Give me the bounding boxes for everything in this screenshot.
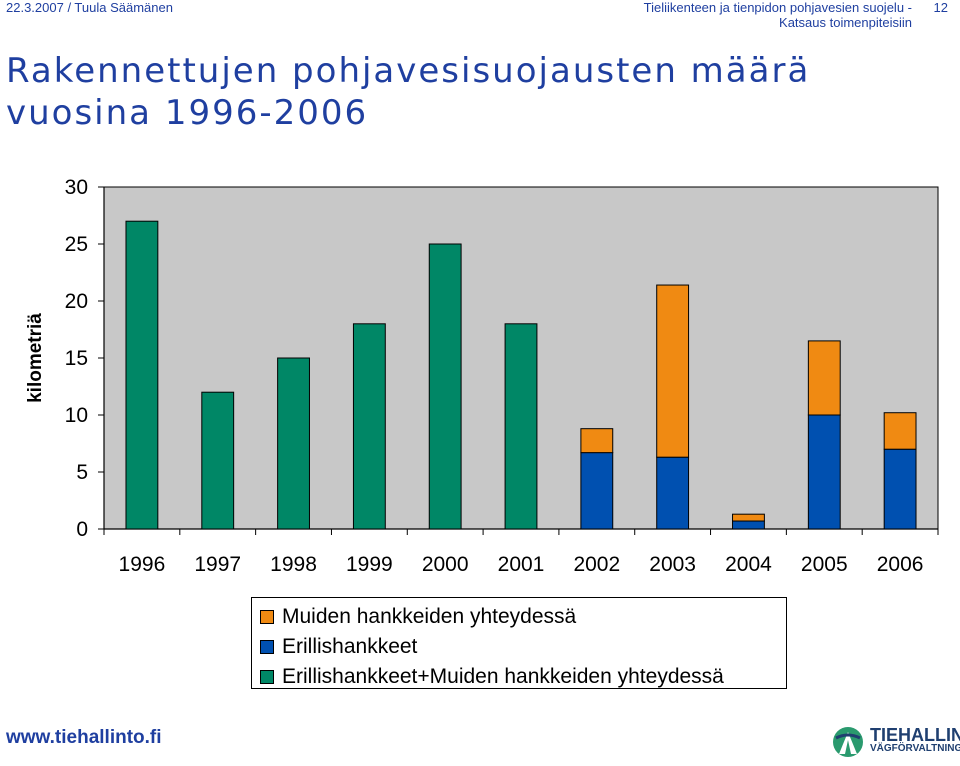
x-axis: 1996 1997 1998 1999 2000 2001 2002 2003 2004 2005… — [103, 528, 939, 576]
bar-2003-f08a12 — [656, 284, 690, 458]
slide-title: Rakennettujen pohjavesisuojausten määrä … — [6, 50, 810, 134]
bar-2006-f08a12 — [883, 412, 917, 450]
x-tick-label: 1998 — [270, 553, 317, 576]
y-tick-label: 15 — [65, 347, 88, 370]
x-tick-label: 1999 — [346, 553, 393, 576]
header-title-line-1: Tieliikenteen ja tienpidon pohjavesien s… — [643, 0, 912, 15]
legend-item-erillis: Erillishankkeet — [260, 632, 786, 662]
legend-label-muiden: Muiden hankkeiden yhteydessä — [282, 605, 577, 628]
bar-1997-008766 — [201, 391, 235, 530]
bars — [125, 220, 917, 530]
y-tick-label: 20 — [65, 290, 88, 313]
x-tick-label: 2005 — [801, 553, 848, 576]
y-tick-label: 5 — [76, 461, 88, 484]
x-tick-label: 1996 — [119, 553, 166, 576]
bar-1996-008766 — [125, 220, 159, 530]
y-tick-label: 25 — [65, 233, 88, 256]
slide-title-line-1: Rakennettujen pohjavesisuojausten määrä — [6, 51, 811, 91]
x-tick-label: 2000 — [422, 553, 469, 576]
tiehallinto-logo: TIEHALLINTO VÄGFÖRVALTNINGEN — [832, 726, 960, 758]
x-tick-label: 2002 — [573, 553, 620, 576]
header-date-author: 22.3.2007 / Tuula Säämänen — [6, 0, 173, 15]
legend-swatch-orange — [260, 610, 274, 624]
y-tick-label: 0 — [76, 518, 88, 541]
bar-2000-008766 — [428, 243, 462, 530]
bar-2004-f08a12 — [732, 513, 765, 522]
logo-wordmark: TIEHALLINTO — [870, 725, 960, 745]
bar-2004-0050b0 — [732, 520, 765, 530]
legend-swatch-green — [260, 670, 274, 684]
bar-2003-0050b0 — [656, 456, 690, 530]
bar-1998-008766 — [277, 357, 310, 530]
x-tick-label: 2004 — [725, 553, 772, 576]
legend-label-combined: Erillishankkeet+Muiden hankkeiden yhteyd… — [282, 665, 724, 688]
legend-item-muiden: Muiden hankkeiden yhteydessä — [260, 602, 786, 632]
bar-2006-0050b0 — [883, 448, 917, 530]
y-axis-title: kilometriä — [25, 313, 46, 403]
bar-2002-0050b0 — [580, 452, 614, 530]
x-tick-label: 2006 — [877, 553, 924, 576]
bar-1999-008766 — [352, 323, 386, 530]
page-number: 12 — [933, 0, 948, 15]
legend: Muiden hankkeiden yhteydessä Erillishank… — [251, 597, 787, 689]
legend-swatch-blue — [260, 640, 274, 654]
legend-item-combined: Erillishankkeet+Muiden hankkeiden yhteyd… — [260, 662, 786, 692]
header-presentation-title: Tieliikenteen ja tienpidon pohjavesien s… — [644, 0, 912, 30]
x-tick-label: 1997 — [194, 553, 241, 576]
y-tick-label: 30 — [65, 176, 88, 199]
logo-subtitle: VÄGFÖRVALTNINGEN — [870, 743, 960, 754]
footer-url-link[interactable]: www.tiehallinto.fi — [6, 727, 162, 748]
x-tick-label: 2001 — [498, 553, 545, 576]
slide-title-line-2: vuosina 1996-2006 — [6, 93, 369, 133]
bar-chart: 0 5 10 15 20 25 30 1996 1997 1998 1999 2000 2001 200… — [65, 176, 939, 576]
bar-2001-008766 — [504, 323, 538, 530]
road-logo-icon — [833, 727, 863, 757]
x-tick-label: 2003 — [649, 553, 696, 576]
y-tick-label: 10 — [65, 404, 88, 427]
bar-2005-0050b0 — [807, 414, 841, 530]
bar-2005-f08a12 — [807, 340, 841, 416]
bar-2002-f08a12 — [580, 428, 614, 454]
header-title-line-2: Katsaus toimenpiteisiin — [779, 15, 912, 30]
y-axis: 0 5 10 15 20 25 30 — [65, 176, 105, 541]
legend-label-erillis: Erillishankkeet — [282, 635, 418, 658]
